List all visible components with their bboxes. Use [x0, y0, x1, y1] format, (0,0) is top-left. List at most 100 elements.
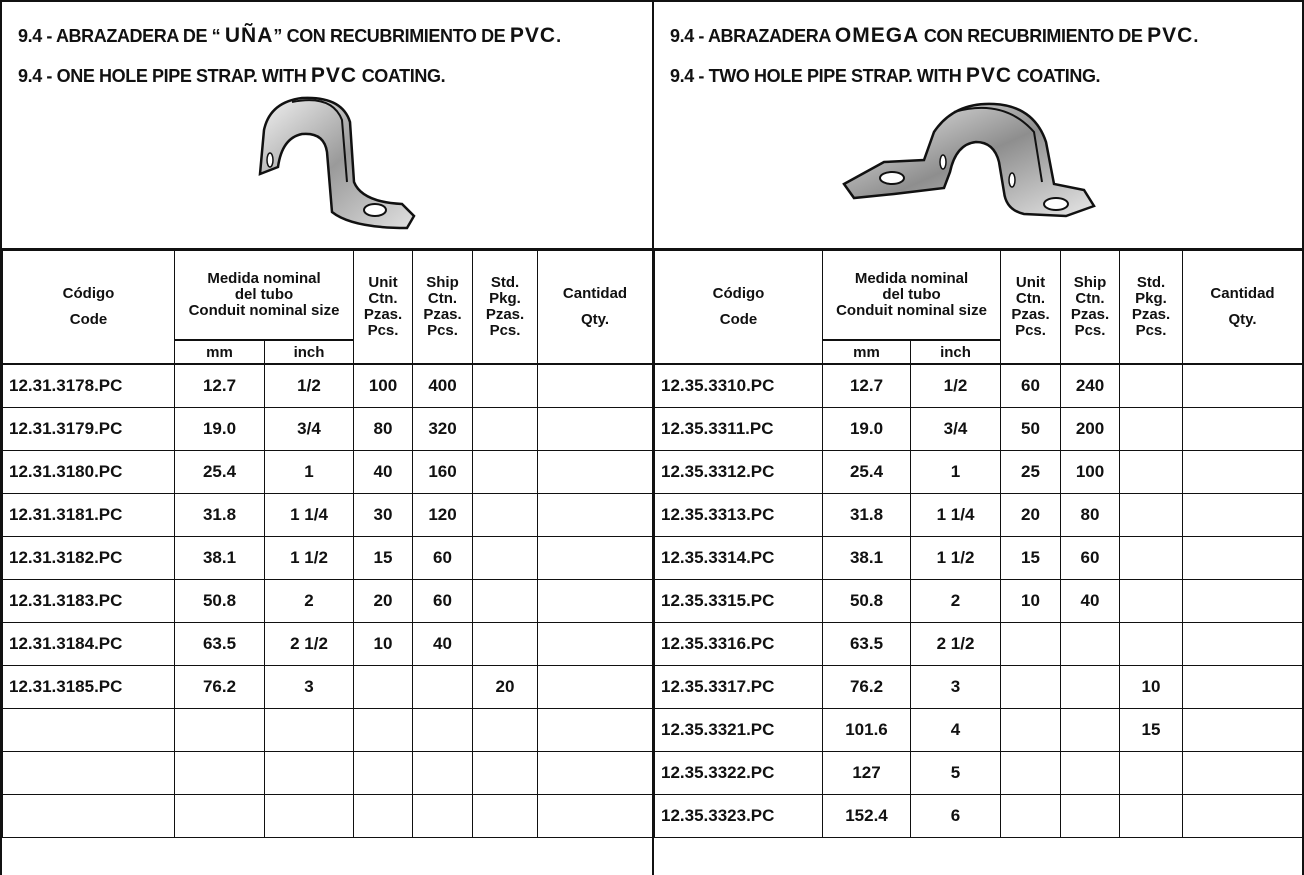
title-text: 9.4 - ABRAZADERA DE “	[18, 26, 225, 46]
cell-text: 15	[1021, 548, 1040, 567]
cell-text: 50.8	[202, 591, 237, 610]
cell	[1060, 751, 1120, 795]
cell-text: 3/4	[943, 419, 968, 438]
cell: 25	[1000, 450, 1061, 494]
cell: 30	[353, 493, 413, 537]
cell	[472, 450, 538, 494]
cell: 1 1/4	[264, 493, 354, 537]
panel-header: 9.4 - ABRAZADERA DE “ UÑA” CON RECUBRIMI…	[2, 2, 652, 250]
cell-text: 25.4	[849, 462, 884, 481]
cell-text: 240	[1075, 376, 1105, 395]
cell: 20	[1000, 493, 1061, 537]
cell: 60	[412, 536, 473, 580]
panel-one-hole: 9.4 - ABRAZADERA DE “ UÑA” CON RECUBRIMI…	[0, 0, 654, 875]
cell	[1182, 536, 1302, 580]
cell-text: 3	[304, 677, 314, 696]
cell-text: 1 1/4	[936, 505, 975, 524]
cell	[1000, 751, 1061, 795]
cell-text: 12.31.3185.PC	[9, 677, 123, 696]
cell	[412, 751, 473, 795]
cell: 50.8	[822, 579, 911, 623]
cell-text: 1/2	[943, 376, 968, 395]
header-ship: Ship	[1073, 274, 1107, 291]
cell-text: 40	[373, 462, 393, 481]
cell-text: 120	[428, 505, 457, 524]
title-en: 9.4 - TWO HOLE PIPE STRAP. WITH PVC COAT…	[670, 64, 1101, 88]
cell-text: 200	[1075, 419, 1105, 438]
header-mm: mm	[853, 343, 880, 361]
cell: 60	[412, 579, 473, 623]
cell-text: 40	[433, 634, 452, 653]
cell-text: 127	[852, 763, 881, 782]
cell	[1119, 579, 1183, 623]
cell: 12.35.3321.PC	[654, 708, 823, 752]
cell-text: 60	[1021, 376, 1040, 395]
header-size: Conduit nominal size	[188, 302, 340, 319]
header-code: Código	[62, 285, 115, 302]
cell	[264, 794, 354, 838]
cell: 1	[264, 450, 354, 494]
cell	[1119, 407, 1183, 451]
header-size: Medida nominal	[854, 270, 969, 287]
header-ship: Ctn.	[427, 290, 458, 307]
header-row: Código Code Medida nominal del tubo Conduit …	[654, 250, 1302, 365]
cell-text: 19.0	[202, 419, 237, 438]
data-row: 12.35.3314.PC 38.1 1 1/2 15 60	[654, 536, 1302, 580]
cell-text: 2	[950, 591, 961, 610]
cell: 38.1	[174, 536, 265, 580]
data-row: 12.31.3185.PC 76.2 3 20	[2, 665, 652, 709]
cell-text: 30	[373, 505, 393, 524]
cell: 12.31.3181.PC	[2, 493, 175, 537]
title-emphasis: PVC	[509, 24, 557, 47]
strap-illustration	[258, 96, 416, 230]
cell	[353, 708, 413, 752]
cell: 40	[412, 622, 473, 666]
cell: 10	[1119, 665, 1183, 709]
data-row: 12.35.3315.PC 50.8 2 10 40	[654, 579, 1302, 623]
header-cell: inch	[264, 339, 354, 365]
cell: 12.31.3178.PC	[2, 363, 175, 408]
cell: 20	[353, 579, 413, 623]
cell: 40	[1060, 579, 1120, 623]
cell: 12.35.3316.PC	[654, 622, 823, 666]
cell-text: 60	[433, 591, 452, 610]
cell	[1119, 622, 1183, 666]
data-row: 12.31.3182.PC 38.1 1 1/2 15 60	[2, 536, 652, 580]
cell	[353, 794, 413, 838]
cell-text: 12.35.3312.PC	[661, 462, 775, 481]
cell-text: 1 1/2	[936, 548, 975, 567]
cell	[1182, 363, 1302, 408]
cell-text: 12.35.3323.PC	[661, 806, 775, 825]
cell	[1182, 751, 1302, 795]
cell: 12.31.3180.PC	[2, 450, 175, 494]
cell-text: 50.8	[849, 591, 884, 610]
cell: 12.7	[174, 363, 265, 408]
title-text: .	[556, 26, 561, 46]
cell	[412, 665, 473, 709]
data-row: 12.35.3321.PC 101.6 4 15	[654, 708, 1302, 752]
panel-two-hole: 9.4 - ABRAZADERA OMEGA CON RECUBRIMIENTO…	[652, 0, 1304, 875]
cell	[174, 794, 265, 838]
header-size: Medida nominal	[207, 270, 321, 287]
header-cell: Std. Pkg. Pzas. Pcs.	[472, 250, 538, 365]
cell	[1060, 665, 1120, 709]
title-emphasis: PVC	[310, 64, 358, 87]
header-ship: Pzas.	[423, 306, 462, 323]
cell-text: 12.35.3314.PC	[661, 548, 775, 567]
header-unit: Pzas.	[1011, 306, 1050, 323]
header-mm: mm	[206, 343, 233, 361]
cell-text: 10	[1141, 677, 1161, 696]
cell: 3/4	[910, 407, 1001, 451]
header-qty: Cantidad	[562, 285, 628, 302]
cell: 2 1/2	[264, 622, 354, 666]
header-cell: Ship Ctn. Pzas. Pcs.	[412, 250, 473, 365]
cell-text: 100	[1075, 462, 1105, 481]
data-row: 12.35.3311.PC 19.0 3/4 50 200	[654, 407, 1302, 451]
panel-header: 9.4 - ABRAZADERA OMEGA CON RECUBRIMIENTO…	[654, 2, 1302, 250]
cell-text: 38.1	[202, 548, 237, 567]
cell: 12.35.3310.PC	[654, 363, 823, 408]
cell	[472, 536, 538, 580]
title-text: COATING.	[1012, 66, 1101, 86]
cell-text: 2 1/2	[290, 634, 328, 653]
cell	[537, 622, 652, 666]
